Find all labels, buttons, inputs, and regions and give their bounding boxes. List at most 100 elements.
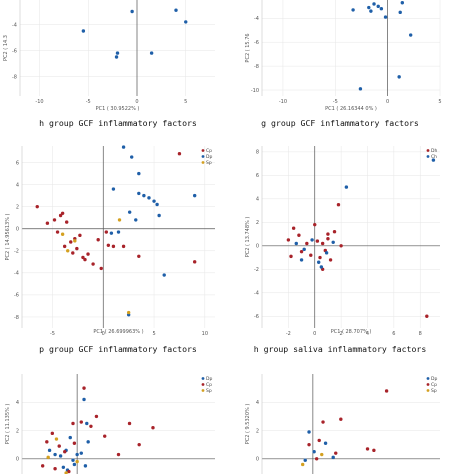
y-axis-label: PC2 ( 14.95613% ) <box>5 213 11 260</box>
x-tick-label: -10 <box>279 99 287 105</box>
data-point-dh <box>315 239 320 243</box>
data-point <box>397 75 401 79</box>
data-point-dp <box>82 397 86 402</box>
data-point-dp <box>147 196 151 200</box>
data-point-dp <box>72 462 77 467</box>
y-tick-label: -4 <box>14 271 19 277</box>
data-point-cp <box>50 431 55 436</box>
data-point <box>369 9 373 13</box>
data-point-cp <box>99 266 103 271</box>
data-point-cp <box>63 450 67 454</box>
legend-swatch <box>201 149 205 152</box>
y-tick-label: 0 <box>256 244 259 250</box>
data-point-cp <box>78 233 82 238</box>
y-tick-label: 4 <box>16 182 19 188</box>
data-point-sp <box>64 471 68 474</box>
data-point-dh <box>313 222 317 227</box>
data-point-sp <box>126 310 131 315</box>
legend-label: Sp <box>206 160 212 166</box>
data-point-dp <box>155 202 159 207</box>
data-point-dh <box>286 238 291 242</box>
data-point-cp <box>111 244 116 249</box>
y-axis-label: PC2 ( 14.3 <box>3 35 9 61</box>
y-tick-label: -4 <box>12 22 17 28</box>
data-point <box>81 29 86 33</box>
data-point-ch <box>310 238 314 242</box>
data-point-ch <box>299 258 304 262</box>
data-point-dp <box>75 452 79 457</box>
data-point-cp <box>69 240 73 244</box>
legend-label: Cp <box>206 382 212 388</box>
data-point-cp <box>40 464 45 468</box>
data-point-dp <box>85 421 89 426</box>
data-point-cp <box>55 230 60 234</box>
y-tick-label: -6 <box>12 48 17 54</box>
legend-label: Ch <box>431 154 437 160</box>
data-point <box>184 20 188 24</box>
data-point-dp <box>71 458 75 462</box>
data-point-cp <box>384 389 389 393</box>
data-point <box>383 15 388 19</box>
y-axis-label: PC2 ( 13.748% ) <box>245 217 251 258</box>
data-point-ch <box>316 260 321 264</box>
data-point-dh <box>326 237 330 241</box>
data-point-ch <box>319 265 324 269</box>
y-tick-label: 6 <box>256 173 259 179</box>
data-point-cp <box>57 444 61 448</box>
data-point <box>408 33 413 37</box>
legend-swatch <box>426 383 430 386</box>
data-point-cp <box>71 421 75 426</box>
data-point-cp <box>60 211 65 215</box>
y-tick-label: 2 <box>256 428 259 434</box>
data-point <box>379 7 384 11</box>
legend-label: Dp <box>206 376 212 382</box>
x-tick-label: 5 <box>438 99 441 105</box>
y-axis-label: PC2 ( 11.135% ) <box>5 404 11 445</box>
data-point-sp <box>54 437 59 441</box>
data-point <box>351 8 355 12</box>
data-point <box>398 10 402 15</box>
data-point-cp <box>53 466 57 471</box>
chart-panel-1: -10 -5 0 5 -4 -6 -8 PC1 ( 30.9522% ) PC2 ( 14.3 h… <box>3 0 215 128</box>
data-point-dp <box>68 435 72 440</box>
legend-label: Dh <box>431 148 437 154</box>
data-point-dp <box>58 454 63 458</box>
data-point-dh <box>320 241 325 246</box>
data-point-cp <box>365 447 370 451</box>
x-tick-label: 0 <box>386 99 389 105</box>
data-point-dh <box>425 314 429 318</box>
data-point <box>358 87 363 91</box>
x-tick-label: 0 <box>135 99 138 105</box>
legend-swatch <box>201 155 205 158</box>
data-point <box>376 4 380 9</box>
data-point-dp <box>130 155 134 159</box>
data-point-dp <box>61 465 66 469</box>
data-point <box>174 8 178 12</box>
data-point-cp <box>317 438 321 443</box>
legend-swatch <box>201 377 205 380</box>
data-point-dh <box>309 253 313 257</box>
data-point <box>149 51 154 55</box>
data-point-dp <box>192 193 197 198</box>
x-tick-label: -10 <box>35 99 43 105</box>
x-tick-label: 10 <box>202 331 208 337</box>
data-point-dh <box>328 258 333 262</box>
data-point-dh <box>318 255 322 260</box>
y-tick-label: 2 <box>256 220 259 226</box>
data-point-ch <box>324 251 329 255</box>
data-point-cp <box>151 426 155 430</box>
data-point-cp <box>94 414 99 419</box>
data-point-dp <box>127 210 132 214</box>
data-point-cp <box>75 246 79 251</box>
panel-title: p group GCF inflammatory factors <box>39 344 197 354</box>
y-tick-label: 4 <box>16 400 19 406</box>
y-tick-label: -2 <box>14 249 19 255</box>
data-point-dp <box>109 231 114 235</box>
legend-label: Sp <box>431 388 437 394</box>
data-point-dh <box>297 233 301 237</box>
data-point-cp <box>103 434 107 438</box>
data-point-cp <box>86 252 90 256</box>
data-point-dh <box>291 226 296 230</box>
